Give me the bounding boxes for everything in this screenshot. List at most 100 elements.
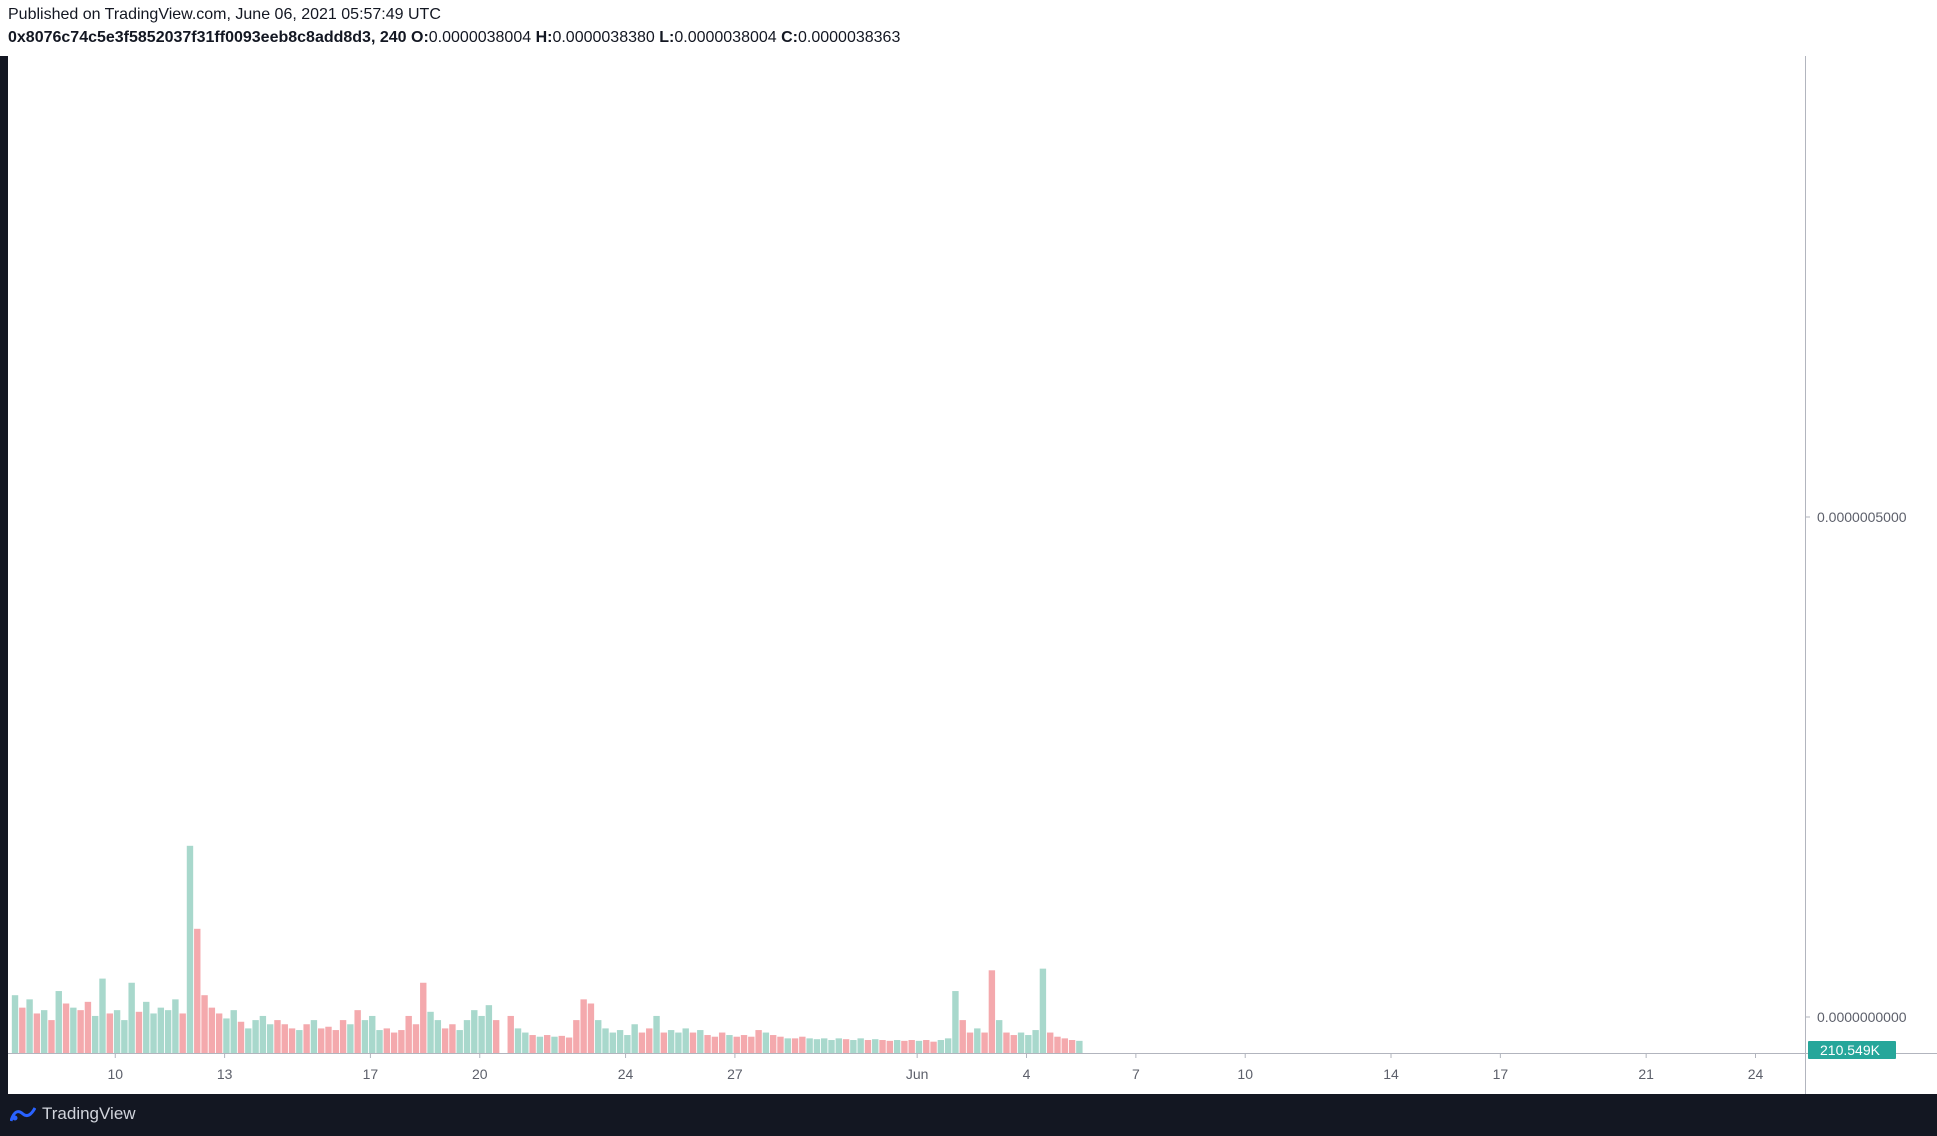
volume-bar [310,1020,318,1053]
volume-bar [33,1013,41,1053]
volume-bar [791,1038,799,1053]
price-axis[interactable] [1806,56,1937,1053]
volume-bar [718,1032,726,1053]
time-tick-label: 21 [1638,1066,1654,1082]
volume-bar [354,1010,361,1053]
volume-bar [325,1026,332,1053]
volume-bar [113,1010,121,1053]
volume-bar [215,1013,223,1053]
volume-bar [646,1028,653,1053]
price-axis-labels: 0.00000950000.00000900000.00000850000.00… [1806,509,1907,1025]
volume-bar [412,1024,420,1053]
volume-bar [296,1030,303,1053]
volume-bar [201,995,208,1053]
volume-bar [135,1011,143,1053]
volume-bar [19,1007,26,1053]
volume-bar [92,1015,99,1053]
volume-bar [259,1015,267,1053]
volume-bar [332,1030,339,1053]
close-value: 0.0000038363 [798,29,901,46]
volume-bar [405,1015,412,1053]
volume-bar [121,1020,128,1053]
volume-bar [952,991,959,1053]
time-tick-label: Jun [906,1066,929,1082]
volume-bar [522,1032,529,1053]
price-badge-volume [1808,1041,1896,1059]
volume-bar [966,1032,974,1053]
volume-bar [172,999,179,1053]
volume-bar [1032,1030,1039,1053]
volume-bar [456,1030,463,1053]
volume-bar [361,1020,369,1053]
volume-bar [697,1030,704,1053]
time-tick-label: 17 [363,1066,379,1082]
time-axis-labels: 10 13 17 20 24 27 Jun 4 7 10 14 17 21 24 [107,1054,1764,1082]
volume-bar [893,1040,901,1053]
time-axis[interactable] [8,1054,1937,1094]
chart-canvas[interactable]: 1.618(0.0000067789)1(0.0000052253)0.5(0.… [0,56,1937,1094]
volume-bar [682,1028,689,1053]
volume-bar [879,1040,886,1053]
volume-bar [230,1010,237,1053]
volume-bar [1076,1040,1083,1053]
volume-bar [420,982,427,1053]
volume-bar [930,1041,937,1053]
volume-bar [726,1035,733,1053]
volume-bar [143,1001,150,1053]
volume-bar [390,1032,398,1053]
volume-bar [398,1030,405,1053]
volume-bar [252,1020,259,1053]
volume-bar [106,1013,113,1053]
volume-bar [48,1020,55,1053]
volume-bar [762,1032,770,1053]
volume-bar [602,1028,609,1053]
volume-bar [974,1028,981,1053]
volume-bar [923,1040,930,1053]
volume-bar [573,1020,580,1053]
volume-bar [369,1015,376,1053]
volume-bar [711,1036,719,1053]
volume-bar [492,1020,500,1053]
volume-bar [565,1037,573,1053]
plot-area[interactable] [8,56,1805,1053]
tradingview-brand[interactable]: TradingView [10,1104,136,1124]
volume-bar [150,1013,157,1053]
volume-bar [828,1040,835,1053]
time-tick-label: 27 [727,1066,743,1082]
time-tick-label: 20 [472,1066,488,1082]
volume-bar [813,1039,821,1053]
price-badges: 0.00000770470.00000569110.00000416700.00… [1808,1041,1896,1059]
volume-bar [281,1024,288,1053]
volume-bar [1025,1035,1032,1053]
volume-bar [995,1020,1003,1053]
volume-bar [543,1035,551,1053]
volume-bar [40,1010,48,1053]
time-tick-label: 14 [1383,1066,1399,1082]
volume-bar [164,1010,172,1053]
time-tick-label: 13 [217,1066,233,1082]
volume-bar [1054,1036,1061,1053]
volume-bar [274,1020,281,1053]
volume-bar [208,1007,216,1053]
volume-bar [850,1040,857,1053]
open-label: O: [411,29,429,46]
volume-bar [551,1036,558,1053]
volume-bar [478,1015,485,1053]
volume-bar [1003,1032,1010,1053]
time-tick-label: 24 [1748,1066,1764,1082]
volume-bar [471,1010,478,1053]
volume-bar [441,1028,449,1053]
volume-bar [1039,968,1047,1053]
volume-bar [1047,1032,1054,1053]
footer-bar: TradingView [0,1094,1937,1136]
high-label: H: [535,29,553,46]
volume-bar [434,1020,442,1053]
volume-bar [667,1030,675,1053]
low-label: L: [659,29,675,46]
volume-bar [769,1035,777,1053]
volume-bar [266,1024,274,1053]
volume-bar [237,1021,245,1053]
volume-bar [944,1038,952,1053]
volume-bar [864,1040,872,1053]
time-tick-label: 17 [1493,1066,1509,1082]
